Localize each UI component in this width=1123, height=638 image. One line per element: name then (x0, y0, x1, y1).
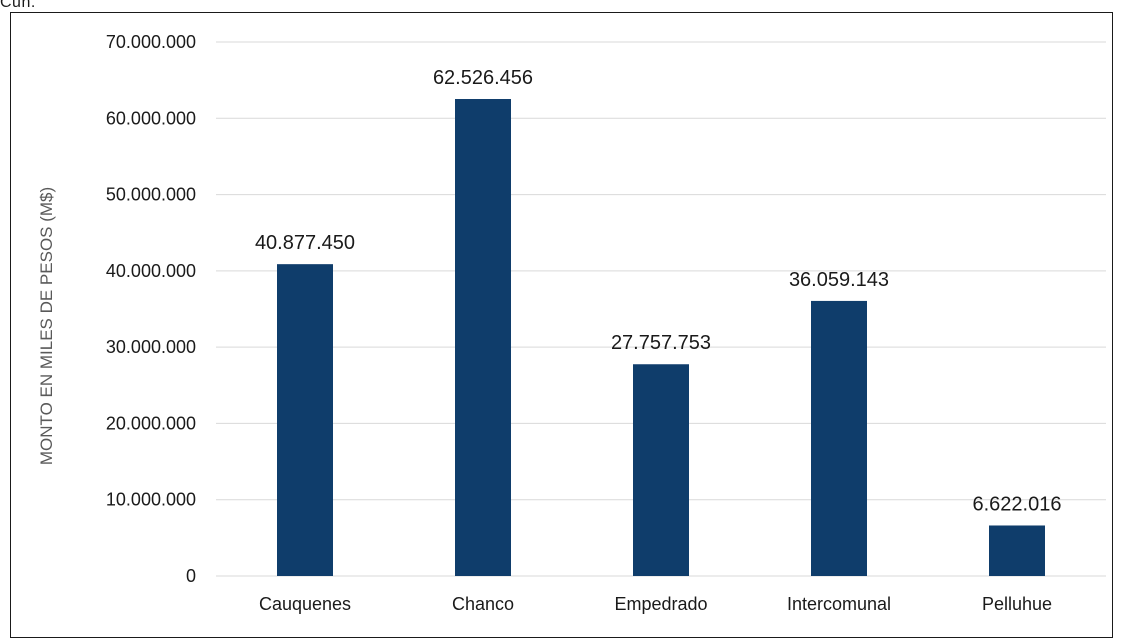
x-tick-label: Empedrado (614, 594, 707, 614)
y-axis-tick-labels: 0 10.000.000 20.000.000 30.000.000 40.000.00… (106, 32, 196, 586)
bar-chanco (455, 99, 511, 576)
x-tick-label: Pelluhue (982, 594, 1052, 614)
y-tick-label: 60.000.000 (106, 108, 196, 128)
x-tick-label: Intercomunal (787, 594, 891, 614)
y-tick-label: 40.000.000 (106, 261, 196, 281)
y-tick-label: 50.000.000 (106, 185, 196, 205)
data-label: 62.526.456 (433, 67, 533, 89)
x-tick-label: Cauquenes (259, 594, 351, 614)
y-tick-label: 10.000.000 (106, 490, 196, 510)
y-axis-title: MONTO EN MILES DE PESOS (M$) (37, 187, 56, 465)
y-tick-label: 70.000.000 (106, 32, 196, 52)
data-label: 36.059.143 (789, 269, 889, 291)
bar-cauquenes (277, 264, 333, 576)
data-label: 27.757.753 (611, 332, 711, 354)
data-label: 40.877.450 (255, 232, 355, 254)
y-tick-label: 20.000.000 (106, 413, 196, 433)
x-axis-category-labels: Cauquenes Chanco Empedrado Intercomunal Pell… (259, 594, 1052, 614)
bar-pelluhue (989, 525, 1045, 576)
bar-empedrado (633, 364, 689, 576)
y-tick-label: 0 (186, 566, 196, 586)
x-tick-label: Chanco (452, 594, 514, 614)
y-tick-label: 30.000.000 (106, 337, 196, 357)
bar-intercomunal (811, 301, 867, 576)
data-label: 6.622.016 (973, 493, 1062, 515)
